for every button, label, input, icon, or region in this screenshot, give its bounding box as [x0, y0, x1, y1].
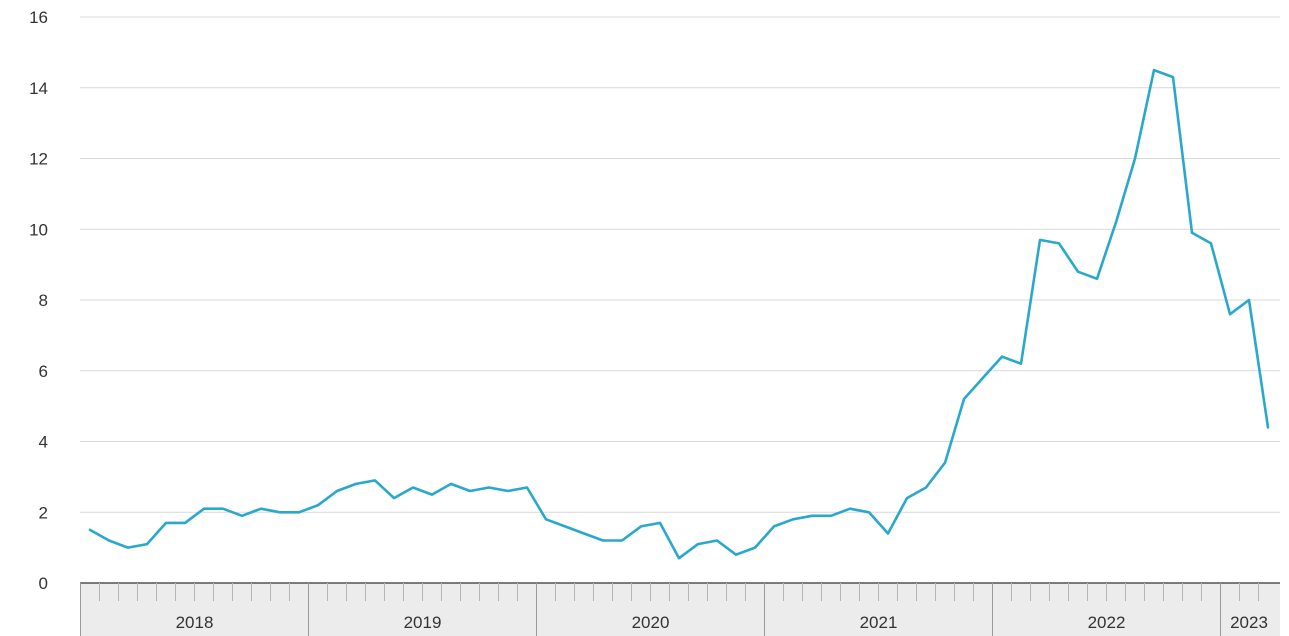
y-tick-label: 8	[39, 291, 48, 310]
y-axis-ticks: 0 2 4 6 8 10 12 14 16	[29, 8, 48, 593]
y-tick-label: 14	[29, 79, 48, 98]
x-year-label: 2021	[860, 613, 898, 632]
x-axis-band	[80, 583, 1280, 636]
y-tick-label: 16	[29, 8, 48, 27]
y-tick-label: 6	[39, 362, 48, 381]
y-tick-label: 2	[39, 503, 48, 522]
x-year-label: 2018	[176, 613, 214, 632]
y-tick-label: 0	[39, 574, 48, 593]
x-year-label: 2020	[632, 613, 670, 632]
x-axis-minor-ticks	[80, 583, 1259, 636]
series-line	[88, 68, 1270, 560]
y-tick-label: 10	[29, 220, 48, 239]
x-year-label: 2023	[1230, 613, 1268, 632]
y-tick-label: 4	[39, 433, 48, 452]
x-year-label: 2022	[1088, 613, 1126, 632]
y-tick-label: 12	[29, 150, 48, 169]
x-axis-year-labels: 2018 2019 2020 2021 2022 2023	[176, 613, 1268, 632]
gridlines	[80, 16, 1280, 513]
x-year-label: 2019	[404, 613, 442, 632]
